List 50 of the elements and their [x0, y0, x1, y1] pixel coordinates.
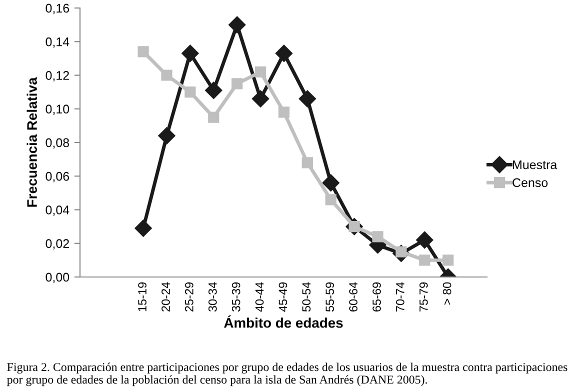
y-tick-label: 0,00: [46, 272, 70, 284]
y-tick-label: 0,10: [46, 104, 70, 116]
y-tick-label: 0,14: [46, 37, 70, 48]
point: [158, 127, 176, 144]
point: [161, 70, 172, 81]
x-tick-label: 50-54: [302, 282, 311, 312]
x-tick-label: 45-49: [278, 282, 288, 312]
x-tick-label: 60-64: [349, 282, 358, 312]
x-tick-label: 25-29: [185, 282, 194, 312]
point: [138, 46, 149, 58]
point: [302, 157, 313, 168]
y-tick-label: 0,08: [46, 138, 70, 149]
point: [322, 174, 340, 192]
x-tick-label: 35-39: [232, 282, 240, 312]
point: [298, 90, 316, 108]
text: Figura 2. Comparación entre participaciones por grupo de edades de los usuarios de la muestra contra participaciones por grupo de edades de la población del censo para la isla de San Andrés (DANE 2005).: [7, 362, 568, 386]
point: [184, 86, 196, 98]
x-tick-label: 55-59: [326, 282, 334, 312]
x-tick-label: 20-24: [162, 282, 170, 312]
y-axis-title: Frecuencia Relativa: [26, 77, 37, 207]
legend-label: Censo: [512, 178, 548, 188]
x-tick-label: 40-44: [255, 282, 264, 312]
point: [232, 78, 243, 90]
point: [134, 220, 152, 237]
point: [325, 194, 336, 206]
x-tick-label: 30-34: [208, 282, 217, 312]
point: [182, 44, 199, 62]
point: [252, 90, 270, 108]
y-tick-label: 0,02: [46, 239, 69, 250]
x-tick-label: 75-79: [419, 282, 428, 312]
y-tick-label: 0,04: [46, 206, 70, 216]
point: [416, 231, 434, 249]
x-axis-title: Ámbito de edades: [224, 315, 343, 328]
point: [419, 254, 430, 266]
point: [208, 112, 220, 123]
x-tick-label: > 80: [442, 282, 452, 305]
point: [275, 44, 293, 62]
y-tick-label: 0,16: [46, 4, 70, 14]
y-tick-label: 0,06: [46, 172, 70, 182]
point: [278, 106, 290, 118]
point: [442, 254, 454, 266]
y-tick-label: 0,12: [46, 71, 69, 82]
x-tick-label: 70-74: [396, 282, 404, 312]
x-tick-label: 15-19: [138, 282, 146, 312]
legend-label: Muestra: [513, 160, 558, 170]
x-tick-label: 65-69: [372, 282, 381, 312]
point: [254, 66, 266, 78]
point: [228, 16, 246, 34]
point: [372, 231, 384, 242]
point: [205, 82, 222, 99]
